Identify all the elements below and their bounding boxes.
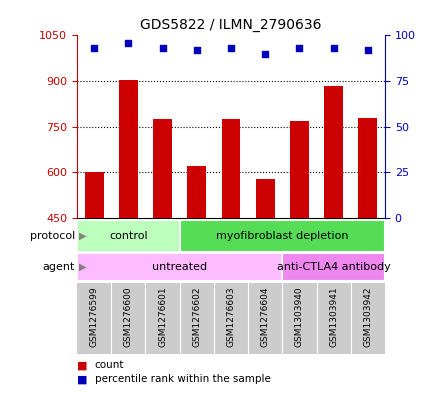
- Point: [330, 45, 337, 51]
- Text: protocol: protocol: [29, 231, 75, 241]
- Text: GSM1303940: GSM1303940: [295, 286, 304, 347]
- Text: agent: agent: [42, 262, 75, 272]
- Point: [159, 45, 166, 51]
- Point: [262, 50, 269, 57]
- Text: ▶: ▶: [79, 262, 87, 272]
- Bar: [119, 79, 138, 218]
- Text: ■: ■: [77, 374, 88, 384]
- Point: [193, 47, 200, 53]
- Text: GSM1276601: GSM1276601: [158, 286, 167, 347]
- Text: GSM1276599: GSM1276599: [90, 286, 99, 347]
- Text: count: count: [95, 360, 124, 371]
- Text: myofibroblast depletion: myofibroblast depletion: [216, 231, 348, 241]
- Text: control: control: [109, 231, 148, 241]
- Text: GSM1276600: GSM1276600: [124, 286, 133, 347]
- Point: [296, 45, 303, 51]
- Bar: [359, 118, 378, 218]
- Text: percentile rank within the sample: percentile rank within the sample: [95, 374, 271, 384]
- Bar: [77, 253, 282, 281]
- Point: [227, 45, 235, 51]
- Bar: [153, 119, 172, 218]
- Text: GSM1303941: GSM1303941: [329, 286, 338, 347]
- Text: GSM1276604: GSM1276604: [261, 286, 270, 347]
- Bar: [256, 178, 275, 218]
- Bar: [77, 220, 180, 252]
- Title: GDS5822 / ILMN_2790636: GDS5822 / ILMN_2790636: [140, 18, 322, 31]
- Text: GSM1276602: GSM1276602: [192, 286, 201, 347]
- Bar: [324, 86, 343, 218]
- Bar: [290, 121, 309, 218]
- Text: ▶: ▶: [79, 231, 87, 241]
- Point: [125, 40, 132, 46]
- Text: anti-CTLA4 antibody: anti-CTLA4 antibody: [277, 262, 391, 272]
- Text: GSM1276603: GSM1276603: [227, 286, 235, 347]
- Bar: [222, 119, 240, 218]
- Bar: [180, 220, 385, 252]
- Text: ■: ■: [77, 360, 88, 371]
- Point: [91, 45, 98, 51]
- Text: GSM1303942: GSM1303942: [363, 286, 372, 347]
- Bar: [84, 173, 103, 218]
- Bar: [282, 253, 385, 281]
- Bar: [187, 166, 206, 218]
- Point: [364, 47, 371, 53]
- Text: untreated: untreated: [152, 262, 207, 272]
